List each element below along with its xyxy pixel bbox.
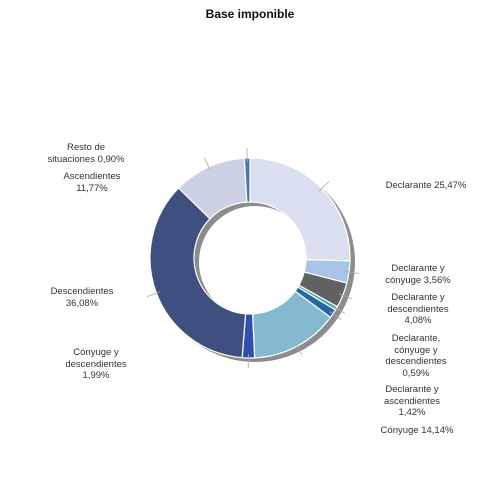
slice-declarante xyxy=(249,157,351,262)
slice-label-declarante: Declarante 25,47% xyxy=(385,180,467,191)
slice-label-ascendientes: Ascendientes 11,77% xyxy=(63,171,121,194)
slice-descendientes xyxy=(149,187,247,359)
slice-label-conyuge: Cónyuge 14,14% xyxy=(380,425,454,436)
leader-line xyxy=(332,306,346,314)
slice-label-declarante-conyuge-y-descendientes: Declarante, cónyuge y descendientes 0,59% xyxy=(385,333,447,379)
leader-line xyxy=(204,157,211,171)
leader-line xyxy=(294,342,303,356)
slice-label-declarante-y-conyuge: Declarante y cónyuge 3,56% xyxy=(385,263,451,286)
slice-label-conyuge-y-descendientes: Cónyuge y descendientes 1,99% xyxy=(65,347,127,381)
slice-label-resto-de-situaciones: Resto de situaciones 0,90% xyxy=(47,142,125,165)
slice-resto-de-situaciones xyxy=(243,157,251,203)
leader-line xyxy=(318,181,330,192)
leader-line xyxy=(338,293,353,300)
leader-line xyxy=(146,291,161,297)
slice-label-declarante-y-ascendientes: Declarante y ascendientes 1,42% xyxy=(384,384,440,418)
leader-line xyxy=(329,311,342,320)
slice-label-declarante-y-descendientes: Declarante y descendientes 4,08% xyxy=(387,292,449,326)
chart-title: Base imponible xyxy=(205,7,295,21)
slice-label-descendientes: Descendientes 36,08% xyxy=(50,286,114,309)
leader-line xyxy=(344,271,359,274)
